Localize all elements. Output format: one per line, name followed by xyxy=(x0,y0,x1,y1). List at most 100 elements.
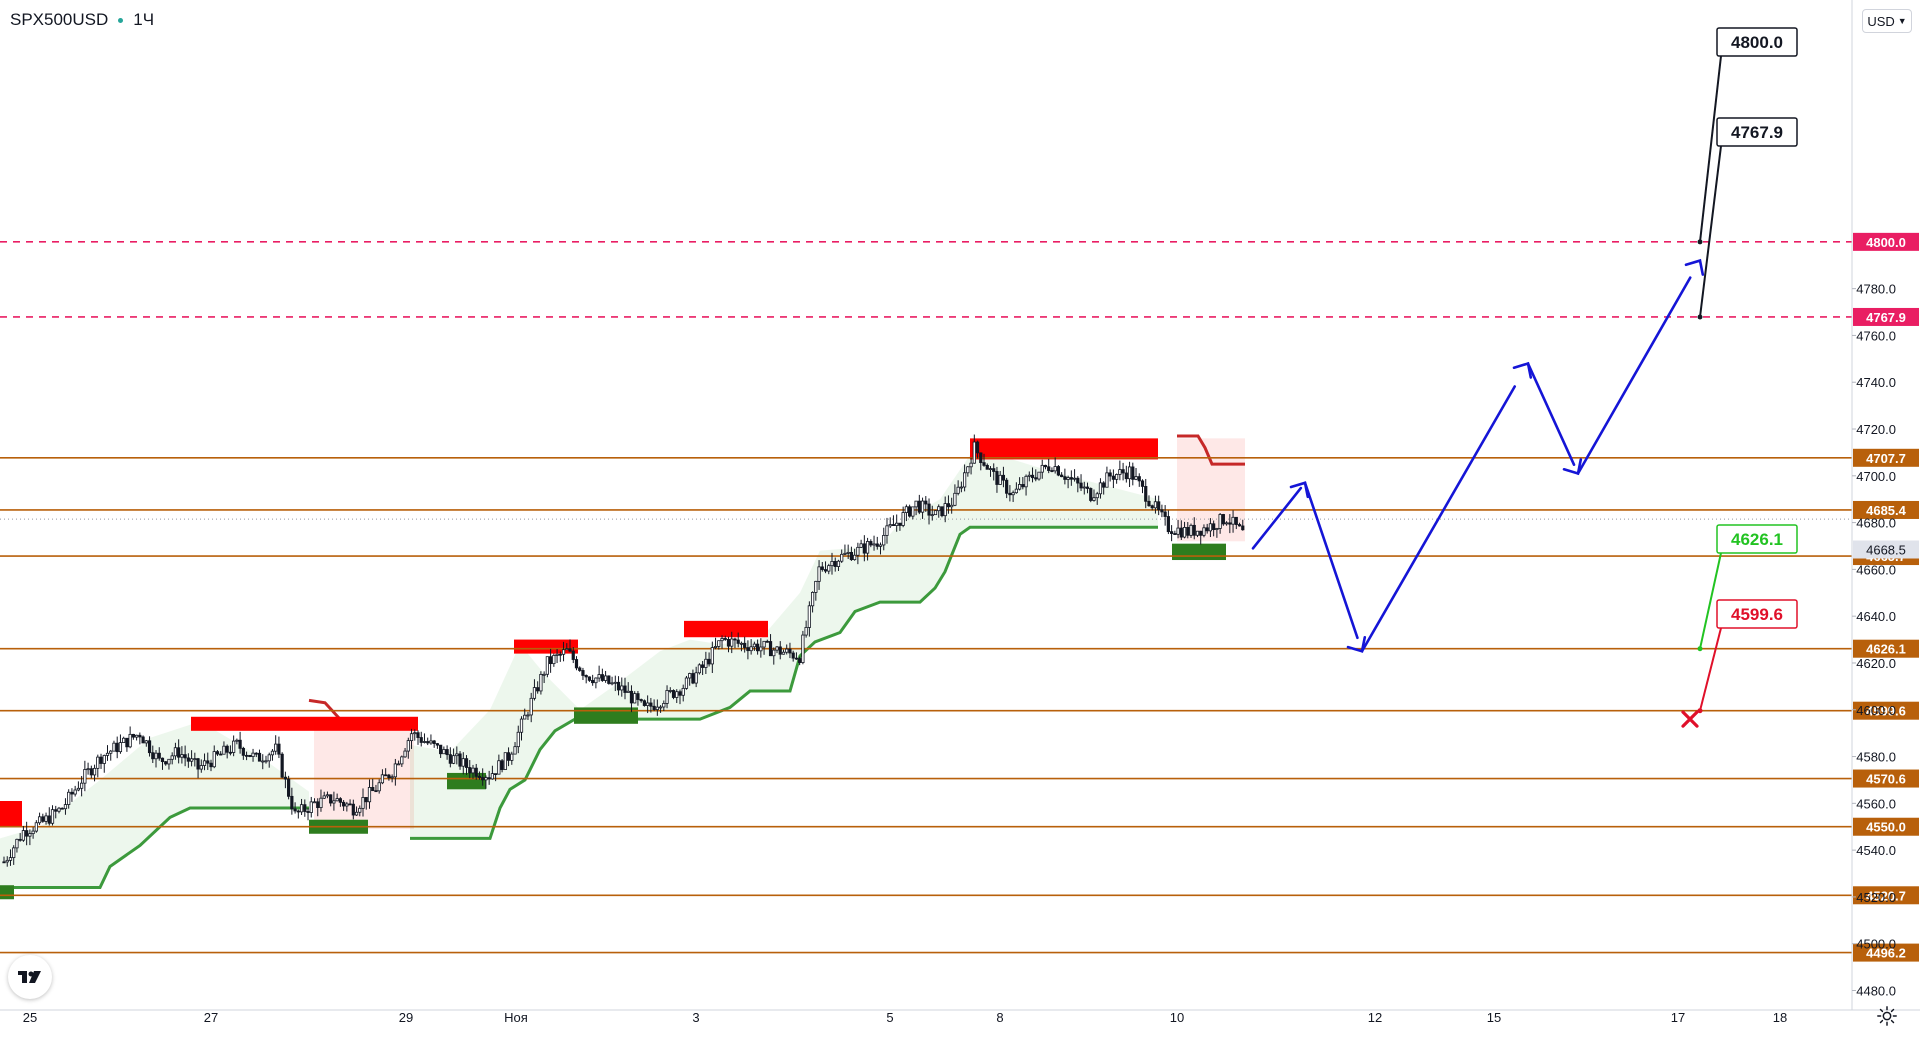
candle-body xyxy=(946,503,951,508)
candle-body xyxy=(846,551,850,554)
candle-body xyxy=(118,742,123,753)
candle-body xyxy=(500,760,504,770)
candle-body xyxy=(626,690,630,693)
candle-body xyxy=(519,718,524,733)
candle-body xyxy=(170,755,174,760)
candle-body xyxy=(675,691,679,698)
candle-body xyxy=(1237,524,1242,527)
tradingview-logo-icon[interactable] xyxy=(8,955,52,999)
candle-body xyxy=(574,659,579,669)
candle-body xyxy=(34,822,38,832)
candle-body xyxy=(248,754,252,757)
candle-body xyxy=(209,762,213,768)
candle-body xyxy=(164,761,168,765)
candle-body xyxy=(775,646,779,651)
candle-body xyxy=(895,522,899,526)
candle-body xyxy=(629,690,634,704)
candle-body xyxy=(833,561,837,567)
candle-body xyxy=(1011,492,1015,496)
candle-body xyxy=(969,462,973,468)
candle-body xyxy=(765,640,769,643)
candle-body xyxy=(836,560,841,567)
candle-body xyxy=(924,500,928,505)
candle-body xyxy=(911,506,915,517)
candle-body xyxy=(506,752,511,761)
candle-body xyxy=(422,741,427,743)
candle-body xyxy=(810,592,815,607)
candle-body xyxy=(264,760,268,763)
candle-body xyxy=(752,643,756,648)
candle-body xyxy=(959,486,963,489)
symbol-header[interactable]: SPX500USD 1Ч xyxy=(10,10,154,30)
candle-body xyxy=(1170,531,1174,534)
candle-body xyxy=(998,474,1002,485)
candle-body xyxy=(5,859,9,863)
candle-body xyxy=(125,737,129,748)
callout-pointer xyxy=(1699,552,1722,649)
candle-body xyxy=(607,675,611,684)
candle-body xyxy=(539,673,543,692)
level-price-label: 4599.6 xyxy=(1866,704,1906,719)
candle-body xyxy=(594,677,598,684)
candle-body xyxy=(267,754,271,762)
last-price-label: 4668.5 xyxy=(1866,543,1906,558)
candle-body xyxy=(287,778,291,797)
candle-body xyxy=(238,739,242,749)
candle-body xyxy=(662,702,666,708)
candle-body xyxy=(12,847,16,859)
candle-body xyxy=(1072,477,1077,480)
candle-body xyxy=(772,649,776,657)
candle-body xyxy=(529,697,533,716)
candle-body xyxy=(827,565,831,572)
candle-body xyxy=(655,706,659,710)
candle-body xyxy=(823,569,828,572)
candle-body xyxy=(610,682,614,685)
candle-body xyxy=(464,758,469,768)
candle-body xyxy=(471,767,475,774)
candle-body xyxy=(448,754,452,764)
candle-body xyxy=(807,605,811,628)
x-tick-label: 5 xyxy=(886,1010,893,1025)
currency-button[interactable]: USD ▼ xyxy=(1862,9,1912,33)
candle-body xyxy=(710,647,714,665)
level-price-label: 4800.0 xyxy=(1866,235,1906,250)
candle-body xyxy=(393,763,397,778)
y-tick-label: 4640.0 xyxy=(1856,609,1896,624)
interval-label[interactable]: 1Ч xyxy=(133,10,155,29)
x-tick-label: 18 xyxy=(1773,1010,1787,1025)
candle-body xyxy=(1241,525,1245,531)
candle-body xyxy=(1199,530,1203,536)
support-fill-area xyxy=(410,447,1158,839)
candle-body xyxy=(96,756,100,769)
candle-body xyxy=(277,743,281,755)
candle-body xyxy=(413,732,417,735)
candle-body xyxy=(665,690,669,704)
candle-body xyxy=(785,648,789,653)
candle-body xyxy=(225,745,229,753)
callout-label: 4599.6 xyxy=(1731,605,1783,624)
candle-body xyxy=(47,815,51,824)
candle-body xyxy=(545,656,549,675)
candle-body xyxy=(891,524,896,526)
candle-body xyxy=(1140,480,1145,487)
candle-body xyxy=(1085,486,1090,489)
candle-body xyxy=(636,693,640,700)
candle-body xyxy=(652,705,656,710)
candle-body xyxy=(270,750,275,756)
candle-body xyxy=(228,751,233,754)
candle-body xyxy=(312,801,317,804)
candle-body xyxy=(930,514,934,517)
candle-body xyxy=(688,673,692,679)
candle-body xyxy=(817,566,821,582)
candle-body xyxy=(730,638,734,647)
candle-body xyxy=(668,690,672,692)
candle-body xyxy=(536,687,540,692)
candle-body xyxy=(1089,488,1093,501)
candle-body xyxy=(1205,527,1209,532)
candle-body xyxy=(173,747,178,757)
candle-body xyxy=(1202,527,1206,536)
gear-icon[interactable] xyxy=(1876,1005,1898,1027)
candle-body xyxy=(591,679,595,684)
